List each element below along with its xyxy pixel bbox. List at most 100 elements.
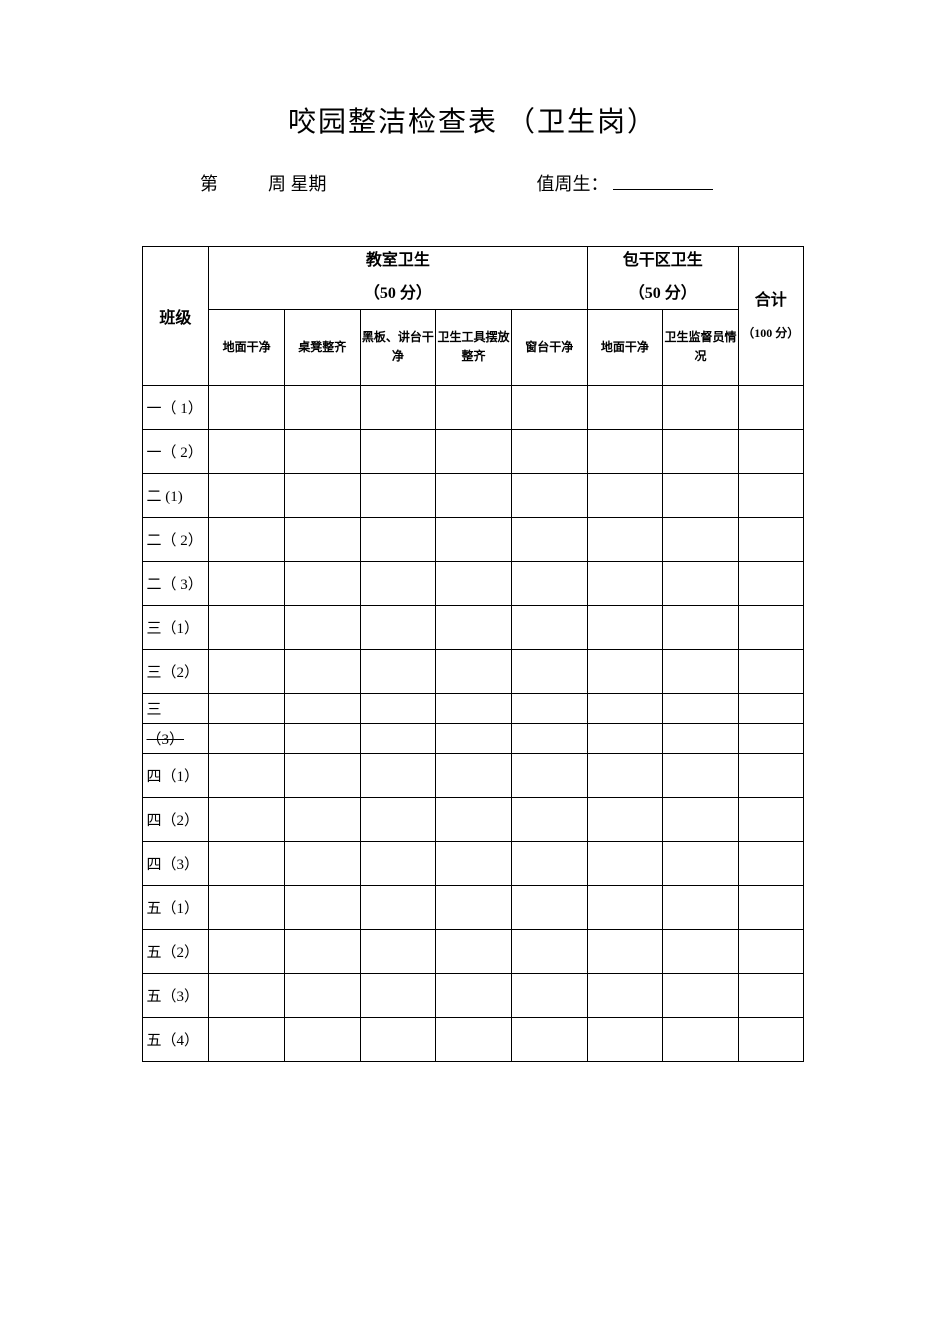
score-cell [209, 723, 285, 753]
score-cell [511, 605, 587, 649]
score-cell [436, 561, 512, 605]
score-cell [511, 473, 587, 517]
score-cell [663, 385, 739, 429]
score-cell [360, 885, 436, 929]
subheader-desk-tidy: 桌凳整齐 [284, 309, 360, 385]
score-cell [209, 473, 285, 517]
score-cell [360, 797, 436, 841]
subheader-area-floor: 地面干净 [587, 309, 663, 385]
score-cell [738, 385, 803, 429]
score-cell [284, 797, 360, 841]
score-cell [738, 429, 803, 473]
score-cell [436, 649, 512, 693]
score-cell [284, 885, 360, 929]
score-cell [587, 1017, 663, 1061]
class-label-cell: 四（1） [142, 753, 209, 797]
score-cell [587, 605, 663, 649]
score-cell [587, 753, 663, 797]
table-row: 五（3） [142, 973, 803, 1017]
score-cell [738, 973, 803, 1017]
info-line: 第 周 星期 值周生： [140, 170, 805, 196]
score-cell [360, 605, 436, 649]
score-cell [209, 385, 285, 429]
table-row: 一（ 1） [142, 385, 803, 429]
total-title: 合计 [755, 292, 787, 309]
total-score: （100 分） [739, 323, 803, 345]
score-cell [663, 885, 739, 929]
classroom-section-header: 教室卫生 （50 分） [209, 247, 587, 310]
score-cell [209, 929, 285, 973]
score-cell [511, 385, 587, 429]
score-cell [284, 973, 360, 1017]
subheader-blackboard-clean: 黑板、讲台干净 [360, 309, 436, 385]
table-row: 四（3） [142, 841, 803, 885]
score-cell [738, 929, 803, 973]
score-cell [511, 429, 587, 473]
subheader-floor-clean: 地面干净 [209, 309, 285, 385]
score-cell [436, 1017, 512, 1061]
table-row: 三 [142, 693, 803, 723]
score-cell [738, 797, 803, 841]
score-cell [511, 723, 587, 753]
score-cell [209, 605, 285, 649]
score-cell [663, 429, 739, 473]
duty-label: 值周生： [537, 170, 609, 196]
score-cell [511, 561, 587, 605]
score-cell [663, 929, 739, 973]
subheader-tools-tidy: 卫生工具摆放整齐 [436, 309, 512, 385]
score-cell [284, 1017, 360, 1061]
class-label-cell: 三 [142, 693, 209, 723]
score-cell [436, 429, 512, 473]
score-cell [436, 929, 512, 973]
page-title: 咬园整洁检查表 （卫生岗） [140, 100, 805, 140]
score-cell [360, 753, 436, 797]
score-cell [587, 473, 663, 517]
score-cell [360, 473, 436, 517]
class-label-cell: 五（4） [142, 1017, 209, 1061]
score-cell [587, 561, 663, 605]
score-cell [738, 1017, 803, 1061]
score-cell [436, 693, 512, 723]
document-page: 咬园整洁检查表 （卫生岗） 第 周 星期 值周生： 班级 [0, 0, 945, 1062]
table-row: 二（ 3） [142, 561, 803, 605]
class-label-cell: 三（1） [142, 605, 209, 649]
score-cell [663, 605, 739, 649]
table-row: 二（ 2） [142, 517, 803, 561]
checklist-table: 班级 教室卫生 （50 分） 包干区卫生 （50 分） 合计 （100 分） 地… [142, 246, 804, 1062]
table-row: 五（1） [142, 885, 803, 929]
score-cell [284, 385, 360, 429]
score-cell [511, 693, 587, 723]
score-cell [284, 649, 360, 693]
score-cell [511, 797, 587, 841]
score-cell [436, 385, 512, 429]
score-cell [663, 1017, 739, 1061]
table-row: 二 (1) [142, 473, 803, 517]
week-prefix-label: 第 [200, 170, 218, 196]
score-cell [511, 1017, 587, 1061]
score-cell [436, 797, 512, 841]
score-cell [738, 723, 803, 753]
score-cell [284, 929, 360, 973]
score-cell [436, 473, 512, 517]
table-row: 五（2） [142, 929, 803, 973]
score-cell [209, 753, 285, 797]
class-label-cell: 二（ 2） [142, 517, 209, 561]
score-cell [511, 885, 587, 929]
class-header: 班级 [142, 247, 209, 386]
score-cell [436, 841, 512, 885]
score-cell [284, 693, 360, 723]
score-cell [209, 885, 285, 929]
score-cell [587, 723, 663, 753]
score-cell [587, 973, 663, 1017]
area-section-score: （50 分） [588, 280, 738, 309]
score-cell [360, 385, 436, 429]
score-cell [511, 841, 587, 885]
score-cell [663, 561, 739, 605]
score-cell [663, 473, 739, 517]
score-cell [663, 649, 739, 693]
total-header: 合计 （100 分） [738, 247, 803, 386]
score-cell [587, 517, 663, 561]
score-cell [360, 723, 436, 753]
score-cell [738, 885, 803, 929]
area-section-header: 包干区卫生 （50 分） [587, 247, 738, 310]
